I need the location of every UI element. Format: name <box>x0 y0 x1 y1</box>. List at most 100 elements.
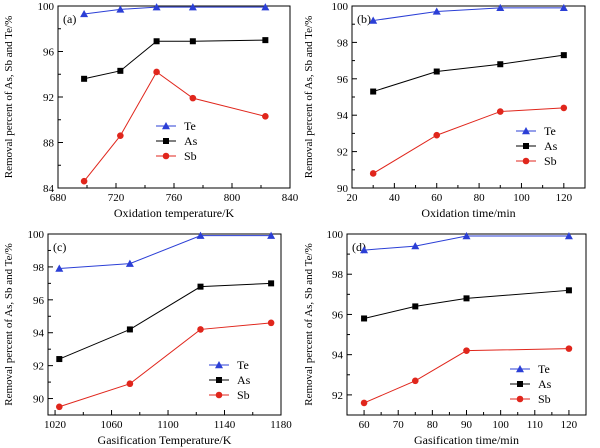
x-tick-label: 100 <box>513 192 530 204</box>
x-tick-label: 760 <box>166 192 183 204</box>
data-point-te <box>125 259 134 267</box>
legend-marker-sb <box>522 157 530 165</box>
data-point-sb <box>126 380 134 388</box>
x-tick-label: 1140 <box>214 419 236 431</box>
x-tick-label: 1100 <box>157 419 179 431</box>
data-point-te <box>55 264 64 272</box>
data-point-as <box>197 283 204 290</box>
legend-marker-as <box>517 381 523 387</box>
legend-label-te: Te <box>237 358 249 372</box>
data-point-sb <box>496 108 504 115</box>
panel-label: (b) <box>357 12 371 26</box>
legend-label-sb: Sb <box>237 388 250 402</box>
x-tick-label: 60 <box>431 192 443 204</box>
y-tick-label: 100 <box>327 229 344 241</box>
series-sb <box>55 319 275 411</box>
series-line-sb <box>363 348 569 404</box>
y-axis-label: Removal percent of As, Sb and Te/% <box>3 16 15 178</box>
series-sb <box>80 68 269 185</box>
data-point-as <box>153 38 160 45</box>
legend-marker-as <box>163 138 169 144</box>
plot-frame <box>57 5 291 189</box>
x-tick-label: 720 <box>108 192 125 204</box>
x-tick-label: 680 <box>50 192 67 204</box>
legend-marker-as <box>216 377 222 383</box>
plot-frame <box>47 233 282 416</box>
data-point-sb <box>360 399 368 407</box>
legend-label-sb: Sb <box>538 392 551 406</box>
series-line-as <box>373 54 564 93</box>
data-point-sb <box>197 326 204 333</box>
data-point-sb <box>560 104 568 112</box>
data-point-sb <box>262 113 269 120</box>
y-tick-label: 92 <box>33 361 44 373</box>
series-as <box>56 280 275 363</box>
panel-label: (c) <box>53 240 66 254</box>
data-point-as <box>370 88 377 95</box>
legend-label-sb: Sb <box>184 149 197 163</box>
data-point-sb <box>55 403 63 411</box>
y-tick-label: 96 <box>337 74 349 86</box>
data-point-te <box>188 3 197 11</box>
x-tick-label: 1020 <box>44 419 67 431</box>
chart-panel-d: 60 70 80 90 100 110 12092949698100(d)Gasificat… <box>303 229 587 447</box>
data-point-te <box>152 3 161 11</box>
y-axis-label: Removal percent of As, Sb and Te/% <box>303 243 315 405</box>
series-as <box>370 52 567 95</box>
x-tick-label: 100 <box>492 419 509 431</box>
data-point-as <box>412 303 419 310</box>
data-point-te <box>196 231 205 239</box>
y-tick-label: 100 <box>38 1 55 13</box>
legend-label-te: Te <box>538 362 550 376</box>
series-line-te <box>373 7 564 22</box>
legend-marker-te <box>162 122 170 130</box>
x-tick-label: 120 <box>556 192 573 204</box>
series-te <box>55 231 276 272</box>
data-point-te <box>369 16 378 24</box>
data-point-te <box>432 7 441 15</box>
series-line-sb <box>83 71 266 182</box>
y-tick-label: 100 <box>332 1 349 13</box>
y-tick-label: 98 <box>337 37 349 49</box>
series-line-sb <box>372 107 564 174</box>
legend-marker-te <box>215 361 223 369</box>
chart-panel-a: 680 720 760 800 840 84 88 92 96 100 (a) Oxidation t… <box>3 1 299 220</box>
legend-label-sb: Sb <box>544 154 557 168</box>
data-point-te <box>564 232 573 240</box>
legend-marker-sb <box>215 391 223 399</box>
y-tick-label: 84 <box>43 183 55 195</box>
series-sb <box>369 104 568 177</box>
y-tick-label: 90 <box>337 183 349 195</box>
series-te <box>80 3 270 18</box>
data-point-as <box>560 52 567 59</box>
x-axis-label: Oxidation time/min <box>421 206 515 220</box>
legend-marker-as <box>523 143 529 149</box>
series-as <box>81 37 269 82</box>
data-point-te <box>496 3 505 12</box>
series-line-as <box>83 39 266 80</box>
data-point-sb <box>153 68 160 76</box>
data-point-te <box>267 231 276 239</box>
series-sb <box>360 345 573 407</box>
data-point-as <box>56 356 63 363</box>
y-tick-label: 94 <box>337 110 349 122</box>
legend-marker-sb <box>162 152 170 160</box>
chart-panel-c: 1020 1060 1100 1140 1180 90 92 94 96 98 100 (c) Gasi… <box>3 229 292 447</box>
data-point-te <box>360 246 369 254</box>
y-axis-label: Removal percent of As, Sb and Te/% <box>303 16 315 178</box>
data-point-sb <box>189 94 197 102</box>
legend-label-te: Te <box>544 124 556 138</box>
data-point-sb <box>411 377 419 385</box>
series-line-te <box>59 235 272 270</box>
y-tick-label: 92 <box>337 147 348 159</box>
x-axis-label: Gasification Temperature/K <box>98 433 232 447</box>
x-tick-label: 40 <box>389 192 401 204</box>
series-line-sb <box>59 322 272 408</box>
x-tick-label: 120 <box>561 419 578 431</box>
y-tick-label: 90 <box>33 394 45 406</box>
legend-label-te: Te <box>184 119 196 133</box>
y-tick-label: 94 <box>33 328 45 340</box>
x-tick-label: 60 <box>359 419 371 431</box>
